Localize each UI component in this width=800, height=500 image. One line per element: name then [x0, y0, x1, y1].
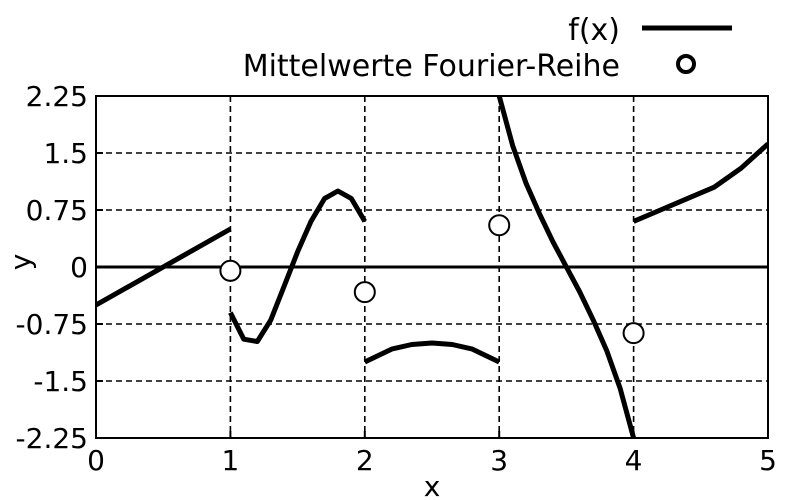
y-tick-label: -1.5	[33, 365, 88, 398]
x-tick-label: 3	[490, 444, 508, 477]
y-tick-label: 0.75	[26, 194, 88, 227]
f-curve-segment	[228, 188, 367, 344]
x-tick-label: 1	[221, 444, 239, 477]
x-axis-label: x	[424, 470, 441, 500]
fourier-mean-point	[353, 281, 376, 304]
f-curve-segment	[632, 142, 768, 224]
y-axis-label: y	[4, 254, 37, 271]
ticks-layer: 0 1 2 3 4 5 2.25 1.5 0.75 0 -0.75 -1.5 -2.25	[16, 80, 777, 477]
y-tick-label: -2.25	[16, 422, 88, 455]
fourier-mean-point	[488, 214, 511, 237]
legend-label-fourier: Mittelwerte Fourier-Reihe	[243, 49, 620, 84]
x-tick-label: 0	[87, 444, 105, 477]
x-tick-label: 5	[759, 444, 777, 477]
fourier-mean-point	[219, 259, 242, 282]
x-tick-label: 4	[625, 444, 643, 477]
legend: f(x) Mittelwerte Fourier-Reihe	[243, 13, 732, 84]
fourier-mean-point	[622, 322, 645, 345]
legend-marker-swatch	[676, 54, 696, 74]
f-curve-segment	[96, 226, 232, 308]
legend-label-f: f(x)	[568, 13, 620, 48]
y-tick-label: 1.5	[43, 137, 88, 170]
series-layer	[96, 96, 768, 438]
f-curve-segment	[363, 340, 501, 365]
f-curve-segment	[496, 96, 637, 438]
y-tick-label: -0.75	[16, 308, 88, 341]
y-tick-label: 0	[70, 251, 88, 284]
x-tick-label: 2	[356, 444, 374, 477]
y-tick-label: 2.25	[26, 80, 88, 113]
